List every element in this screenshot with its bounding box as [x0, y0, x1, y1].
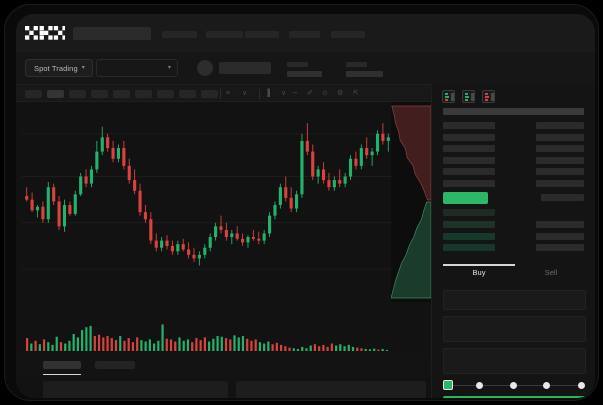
stat-label — [346, 62, 367, 67]
orderbook-bid-row[interactable] — [443, 220, 495, 228]
orderbook-ask-row[interactable] — [443, 108, 543, 115]
bottom-tab-bar — [16, 357, 571, 377]
bottom-panel-left[interactable] — [43, 381, 228, 398]
orderbook-spread-amount — [541, 194, 584, 201]
brand-name-placeholder — [73, 27, 151, 40]
market-type-label: Spot Trading — [34, 63, 78, 73]
active-tab-underline — [443, 264, 515, 266]
orderbook-bid-row[interactable] — [443, 209, 495, 216]
orderbook-bid-amount — [536, 220, 584, 228]
tab-buy[interactable]: Buy — [472, 268, 486, 277]
stat-label — [287, 62, 308, 67]
orderbook-view-bids-icon[interactable] — [462, 90, 475, 103]
orderbook-spread-highlight[interactable] — [443, 192, 488, 204]
timeframe-5[interactable] — [113, 90, 130, 98]
sidebar-item-nav-3[interactable] — [245, 31, 279, 38]
chevron-down-icon[interactable]: ∨ — [242, 90, 248, 97]
app-header — [16, 14, 595, 52]
orderbook-ask-amount — [536, 168, 584, 175]
trading-pair-dropdown[interactable]: ▾ — [96, 59, 178, 77]
depth-chart-overlay — [391, 102, 431, 302]
orderbook-ask-row[interactable] — [443, 133, 495, 141]
timeframe-6[interactable] — [135, 90, 152, 98]
timeframe-4[interactable] — [91, 90, 108, 98]
sidebar-item-nav-1[interactable] — [162, 31, 197, 38]
orderbook-ask-amount — [536, 122, 584, 129]
orderbook-bid-amount — [536, 232, 584, 240]
chevron-down-icon: ▾ — [81, 65, 85, 71]
place-buy-order-button[interactable] — [443, 396, 586, 398]
sidebar-item-nav-4[interactable] — [289, 31, 320, 38]
avatar[interactable] — [197, 60, 213, 76]
account-name-placeholder — [219, 62, 271, 74]
order-field-price[interactable] — [443, 290, 586, 310]
timeframe-8[interactable] — [179, 90, 196, 98]
orderbook-bid-amount — [536, 244, 584, 252]
sidebar-item-nav-2[interactable] — [206, 31, 243, 38]
orderbook-ask-amount — [536, 179, 584, 187]
amount-percent-slider[interactable] — [443, 380, 586, 390]
slider-step-25[interactable] — [476, 381, 483, 389]
gear-icon[interactable]: ⚙ — [337, 90, 344, 97]
bottom-tab-1[interactable] — [43, 361, 81, 369]
tab-sell[interactable]: Sell — [544, 268, 558, 277]
toolbar-divider — [220, 89, 221, 99]
volume-bar-series — [26, 324, 388, 351]
price-chart[interactable] — [16, 102, 431, 312]
orderbook-ask-row[interactable] — [443, 179, 495, 187]
candlestick-series — [22, 123, 399, 270]
slider-handle[interactable] — [443, 380, 453, 390]
volume-chart[interactable] — [16, 312, 431, 357]
orderbook-rows[interactable] — [432, 108, 595, 260]
sidebar-item-nav-5[interactable] — [331, 31, 365, 38]
orderbook-ask-amount — [536, 145, 584, 152]
order-field-total[interactable] — [443, 348, 586, 374]
slider-step-50[interactable] — [509, 381, 517, 389]
chevron-down-icon[interactable]: ∨ — [281, 90, 287, 97]
timeframe-2[interactable] — [47, 90, 64, 98]
orderbook-ask-row[interactable] — [443, 145, 495, 152]
orderbook-bid-row[interactable] — [443, 244, 495, 252]
orderbook-ask-amount — [516, 108, 584, 115]
timeframe-7[interactable] — [157, 90, 174, 98]
orderbook-ask-amount — [536, 156, 584, 164]
orderbook-ask-row[interactable] — [443, 168, 495, 175]
line-study-icon[interactable]: ∼ — [292, 90, 298, 97]
orderbook-and-order-form: Buy Sell — [431, 84, 595, 398]
order-field-amount[interactable] — [443, 316, 586, 342]
orderbook-view-toggles — [442, 90, 495, 103]
stat-value — [287, 71, 322, 77]
device-screen: Spot Trading ▾ ▾ — [16, 14, 595, 398]
pencil-icon[interactable]: ✐ — [307, 90, 313, 97]
orderbook-ask-row[interactable] — [443, 122, 495, 129]
subheader-stat-1 — [287, 62, 322, 77]
timeframe-1[interactable] — [25, 90, 42, 98]
chevron-down-icon: ▾ — [167, 65, 171, 71]
indicators-icon[interactable]: ≡ — [226, 90, 231, 97]
device-bezel: Spot Trading ▾ ▾ — [4, 4, 599, 401]
orderbook-view-both-icon[interactable] — [442, 90, 455, 103]
fullscreen-icon[interactable]: ⇱ — [353, 90, 359, 97]
subheader-stat-2 — [346, 62, 383, 77]
bottom-panel-right[interactable] — [236, 381, 426, 398]
timeframe-9[interactable] — [201, 90, 218, 98]
order-side-tabs: Buy Sell — [443, 264, 586, 284]
chart-type-icon[interactable]: ▐ — [265, 90, 270, 97]
okx-logo[interactable] — [25, 26, 65, 40]
toolbar-divider — [259, 89, 260, 99]
market-subheader: Spot Trading ▾ ▾ — [16, 52, 595, 119]
stat-value — [346, 71, 383, 77]
orderbook-bid-row[interactable] — [443, 232, 495, 240]
slider-step-75[interactable] — [543, 381, 550, 389]
orderbook-view-asks-icon[interactable] — [482, 90, 495, 103]
camera-icon[interactable]: ⊙ — [322, 90, 328, 97]
orderbook-ask-row[interactable] — [443, 156, 495, 164]
bottom-tab-2[interactable] — [95, 361, 135, 369]
timeframe-3[interactable] — [69, 90, 86, 98]
active-tab-underline — [43, 374, 81, 375]
market-type-dropdown[interactable]: Spot Trading ▾ — [25, 59, 93, 77]
slider-step-100[interactable] — [578, 381, 585, 389]
orderbook-ask-amount — [536, 133, 584, 141]
